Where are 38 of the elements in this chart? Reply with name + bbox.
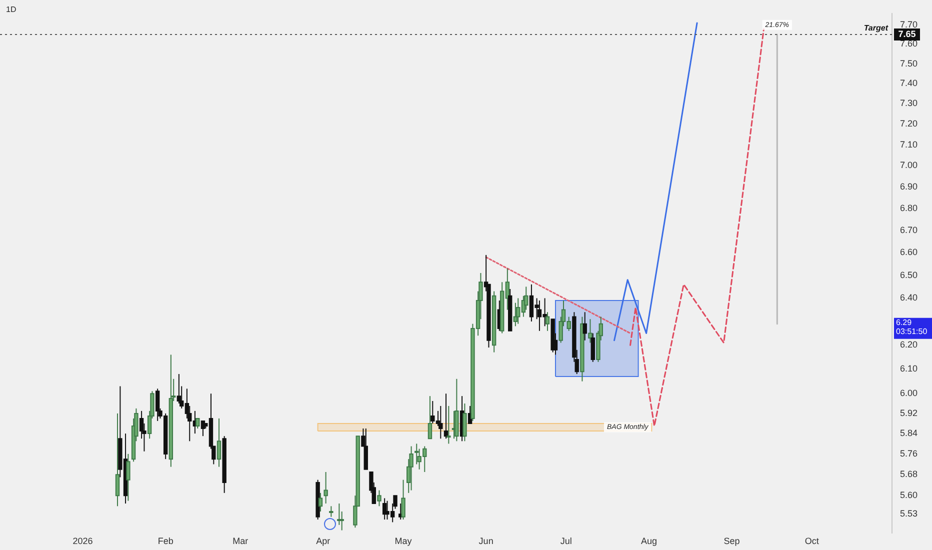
x-tick-label: Apr	[316, 536, 330, 546]
y-tick-label: 5.60	[900, 490, 918, 500]
x-tick-label: Jul	[560, 536, 572, 546]
chart-title: 1D	[6, 5, 16, 14]
y-tick-label: 7.20	[900, 118, 918, 129]
x-tick-label: Sep	[724, 536, 740, 546]
y-tick-label: 7.50	[900, 58, 918, 68]
y-tick-label: 7.60	[900, 38, 918, 49]
y-tick-label: 6.00	[900, 388, 918, 398]
x-tick-label: Jun	[478, 536, 494, 546]
x-tick-label: Aug	[640, 536, 657, 546]
y-tick-label: 6.60	[900, 247, 918, 258]
y-tick-label: 5.92	[900, 408, 918, 418]
text: 03:51:50	[896, 327, 928, 336]
y-tick-label: 6.80	[900, 203, 918, 214]
y-tick-label: 7.40	[900, 78, 918, 88]
y-tick-label: 5.84	[900, 428, 918, 438]
x-tick-label: May	[394, 536, 412, 546]
y-tick-label: 5.68	[900, 469, 918, 480]
y-tick-label: 7.30	[900, 98, 918, 108]
y-tick-label: 5.76	[900, 448, 918, 458]
annotation: 7.65	[898, 28, 916, 39]
y-tick-label: 6.40	[900, 292, 918, 303]
text: 6.29	[896, 318, 912, 328]
ref-line-label: Target	[864, 24, 888, 33]
y-tick-label: 6.10	[900, 364, 918, 374]
y-tick-label: 6.20	[900, 340, 918, 350]
y-tick-label: 6.70	[900, 224, 918, 235]
y-tick-label: 6.50	[900, 270, 918, 280]
y-tick-label: 7.10	[900, 139, 918, 150]
y-tick-label: 7.00	[900, 160, 918, 170]
y-tick-label: 6.90	[900, 182, 918, 192]
x-tick-label: 2026	[72, 536, 93, 546]
y-tick-label: 7.70	[900, 19, 918, 30]
x-tick-label: Mar	[232, 536, 248, 546]
y-tick-label: 5.53	[900, 508, 918, 519]
x-tick-label: Feb	[158, 536, 174, 546]
x-tick-label: Oct	[804, 536, 820, 546]
